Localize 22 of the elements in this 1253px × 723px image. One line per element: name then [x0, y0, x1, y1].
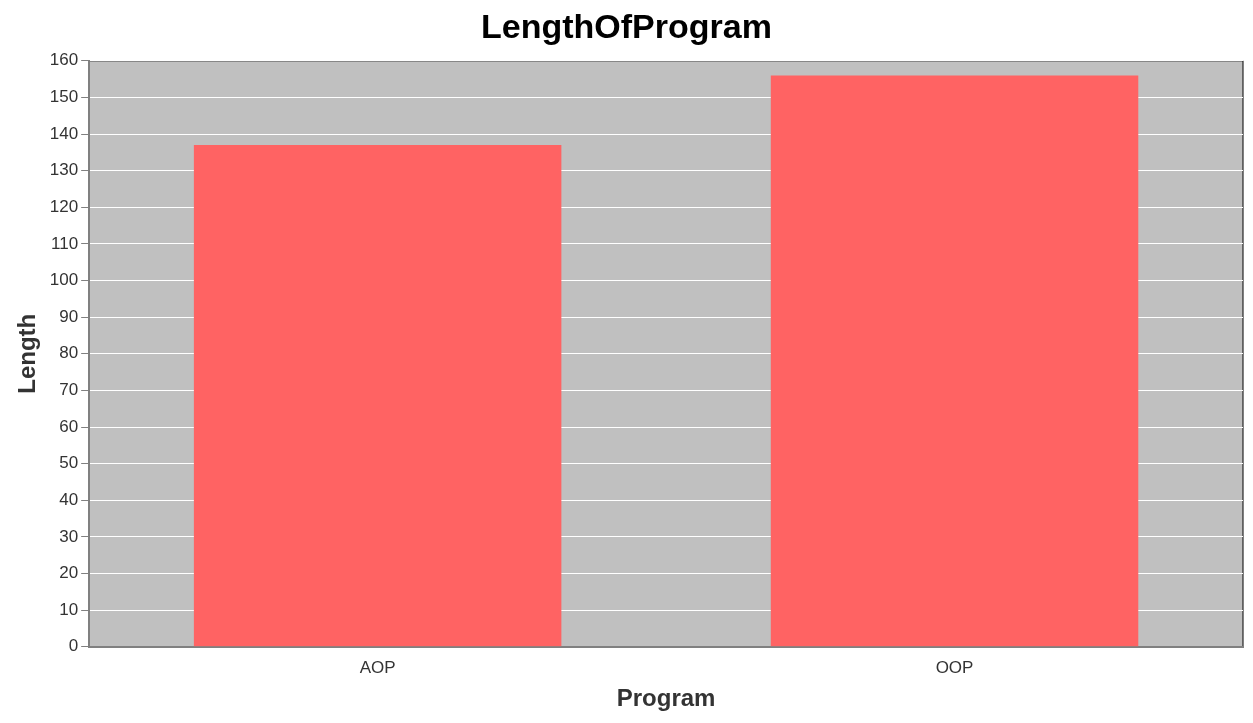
y-tick-label: 80 [59, 343, 79, 363]
y-tick-label: 30 [59, 526, 79, 546]
y-tick-label: 10 [59, 599, 79, 619]
y-tick-label: 0 [68, 636, 79, 656]
chart-title: LengthOfProgram [481, 6, 772, 45]
y-tick-label: 20 [59, 563, 79, 583]
y-tick-label: 40 [59, 489, 79, 509]
y-tick-label: 60 [59, 416, 79, 436]
y-tick-label: 150 [49, 87, 79, 107]
y-tick-label: 100 [49, 270, 79, 290]
y-tick-label: 160 [49, 50, 79, 70]
y-tick-label: 110 [51, 233, 79, 253]
y-tick-label: 90 [59, 306, 79, 326]
x-tick-label: OOP [935, 657, 974, 677]
y-tick-label: 130 [49, 160, 79, 180]
x-tick-label: AOP [359, 657, 396, 677]
y-tick-label: 120 [49, 196, 79, 216]
y-tick-label: 70 [59, 380, 79, 400]
x-axis-title: Program [616, 684, 716, 712]
y-tick-label: 140 [49, 123, 79, 143]
y-tick-label: 50 [59, 453, 79, 473]
y-axis-title: Length [13, 313, 41, 394]
